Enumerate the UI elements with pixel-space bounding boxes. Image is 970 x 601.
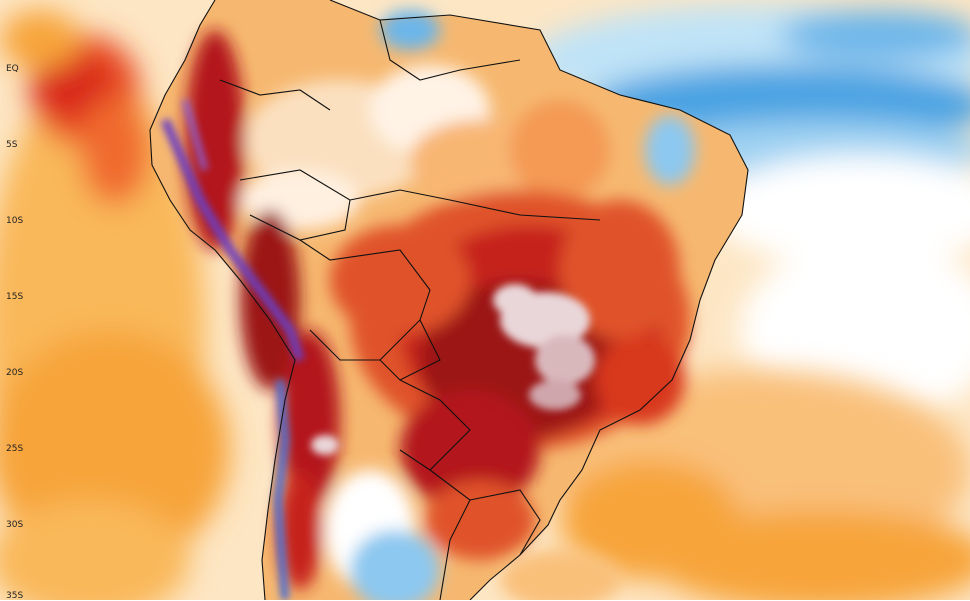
- lat-label-10s: 10S: [6, 216, 24, 226]
- peak-anomaly-cores: [311, 284, 595, 455]
- lat-label-35s: 35S: [6, 591, 24, 601]
- pacific-anomaly: [0, 10, 230, 600]
- lat-label-25s: 25S: [6, 444, 24, 454]
- lat-label-15s: 15S: [6, 292, 24, 302]
- country-borders: [149, 0, 749, 600]
- lat-label-20s: 20S: [6, 368, 24, 378]
- lat-label-5s: 5S: [6, 140, 18, 150]
- lat-label-eq: EQ: [6, 64, 19, 74]
- andes-cold-streaks: [160, 99, 305, 600]
- lat-label-30s: 30S: [6, 520, 24, 530]
